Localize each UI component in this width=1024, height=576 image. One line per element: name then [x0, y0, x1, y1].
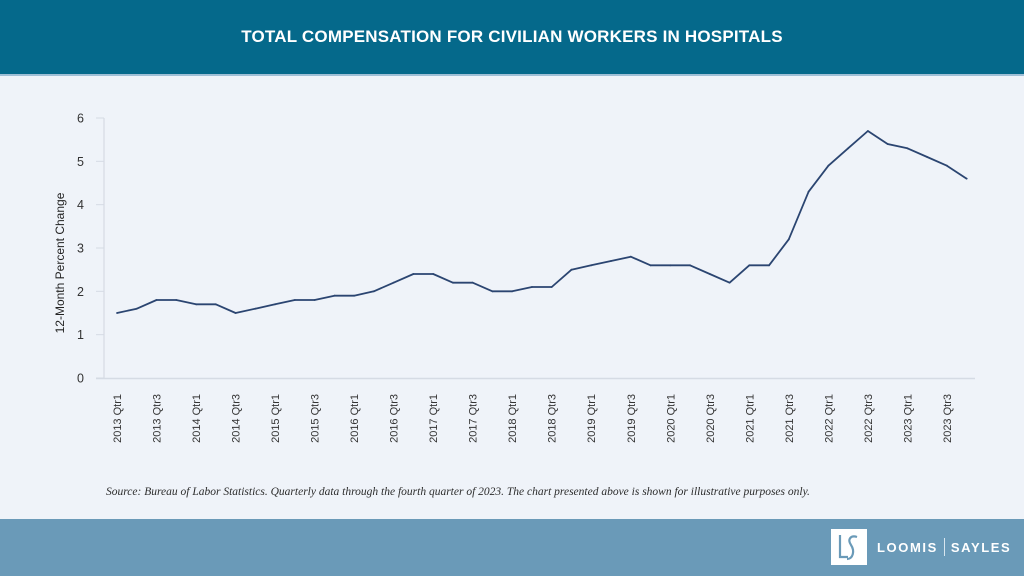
- data-point: [293, 299, 296, 301]
- data-point: [708, 273, 711, 275]
- data-point: [471, 281, 474, 284]
- data-point: [491, 290, 494, 293]
- x-tick-label: 2019 Qtr3: [626, 394, 638, 443]
- x-tick-label: 2019 Qtr1: [586, 394, 598, 443]
- x-tick-label: 2018 Qtr3: [547, 394, 559, 443]
- data-point: [787, 238, 790, 241]
- data-point: [372, 290, 375, 293]
- data-point: [570, 268, 573, 271]
- data-point: [965, 177, 968, 180]
- data-point: [135, 307, 138, 310]
- data-point: [689, 264, 691, 267]
- x-tick-label: 2016 Qtr1: [349, 394, 361, 443]
- y-axis: 0 1 2 3 4 5 6: [77, 112, 105, 386]
- source-note: Source: Bureau of Labor Statistics. Quar…: [106, 486, 810, 498]
- data-point: [886, 143, 889, 145]
- line-chart: 0 1 2 3 4 5 6 2013 Qtr1 2013 Qtr3 2014 Qtr1 2014 …: [53, 112, 975, 443]
- data-point: [807, 190, 810, 193]
- data-point: [452, 281, 454, 284]
- x-tick-label: 2022 Qtr1: [823, 394, 835, 443]
- x-tick-label: 2017 Qtr3: [468, 394, 480, 443]
- data-point: [590, 264, 593, 267]
- data-point: [768, 264, 770, 267]
- series: [116, 130, 968, 314]
- data-point: [412, 273, 415, 275]
- x-tick-label: 2015 Qtr3: [310, 394, 322, 443]
- data-point: [333, 294, 336, 297]
- brand-name-left: LOOMIS: [877, 539, 938, 555]
- brand-name-right: SAYLES: [950, 539, 1012, 555]
- series-line: [116, 130, 968, 314]
- x-axis: 2013 Qtr1 2013 Qtr3 2014 Qtr1 2014 Qtr3 2015…: [96, 377, 975, 443]
- x-tick-label: 2016 Qtr3: [389, 394, 401, 443]
- y-tick-label: 0: [77, 372, 84, 386]
- data-point: [432, 273, 435, 275]
- x-tick-label: 2020 Qtr3: [705, 394, 717, 443]
- brand-name: LOOMIS SAYLES: [877, 538, 1011, 556]
- data-point: [550, 286, 553, 288]
- chart-area: 0 1 2 3 4 5 6 2013 Qtr1 2013 Qtr3 2014 Qtr1 2014 …: [0, 76, 1024, 519]
- data-point: [866, 130, 869, 132]
- y-tick-label: 5: [77, 155, 84, 169]
- data-point: [392, 281, 395, 284]
- data-point: [353, 294, 356, 297]
- chart-title: TOTAL COMPENSATION FOR CIVILIAN WORKERS …: [241, 27, 783, 46]
- header-banner: TOTAL COMPENSATION FOR CIVILIAN WORKERS …: [0, 0, 1024, 76]
- ls-monogram-icon: [831, 529, 867, 565]
- data-point: [214, 303, 217, 306]
- y-tick-label: 4: [77, 198, 84, 212]
- data-point: [926, 156, 929, 158]
- x-tick-label: 2020 Qtr1: [665, 394, 677, 443]
- x-tick-label: 2021 Qtr1: [744, 394, 756, 443]
- x-tick-label: 2013 Qtr3: [152, 394, 164, 443]
- data-point: [748, 264, 751, 267]
- data-point: [629, 255, 632, 258]
- brand-separator: [943, 538, 945, 556]
- x-tick-label: 2023 Qtr3: [942, 394, 954, 443]
- y-tick-label: 1: [77, 328, 84, 342]
- data-point: [827, 164, 830, 167]
- data-point: [610, 260, 612, 262]
- data-point: [254, 307, 257, 310]
- data-point: [234, 312, 237, 314]
- x-tick-label: 2022 Qtr3: [863, 394, 875, 443]
- data-point: [669, 264, 672, 267]
- x-tick-label: 2017 Qtr1: [428, 394, 440, 443]
- data-point: [175, 299, 178, 301]
- data-point: [649, 264, 652, 267]
- data-point: [116, 312, 118, 314]
- y-tick-label: 2: [77, 285, 84, 299]
- data-point: [274, 303, 276, 306]
- data-point: [195, 303, 197, 306]
- x-tick-label: 2013 Qtr1: [112, 394, 124, 443]
- x-tick-label: 2018 Qtr1: [507, 394, 519, 443]
- brand-logo: LOOMIS SAYLES: [831, 529, 1011, 565]
- y-axis-label: 12-Month Percent Change: [53, 192, 67, 333]
- data-point: [313, 299, 316, 301]
- x-tick-label: 2023 Qtr1: [902, 394, 914, 443]
- data-point: [906, 147, 909, 150]
- x-tick-label: 2015 Qtr1: [270, 394, 282, 443]
- data-point: [728, 281, 731, 284]
- x-tick-label: 2014 Qtr1: [191, 394, 203, 443]
- data-point: [155, 299, 158, 301]
- data-point: [847, 147, 850, 150]
- data-point: [946, 164, 948, 167]
- data-point: [511, 290, 514, 293]
- y-tick-label: 3: [77, 242, 84, 256]
- y-tick-label: 6: [77, 112, 84, 126]
- x-tick-label: 2014 Qtr3: [231, 394, 243, 443]
- x-tick-label: 2021 Qtr3: [784, 394, 796, 443]
- data-point: [531, 286, 533, 288]
